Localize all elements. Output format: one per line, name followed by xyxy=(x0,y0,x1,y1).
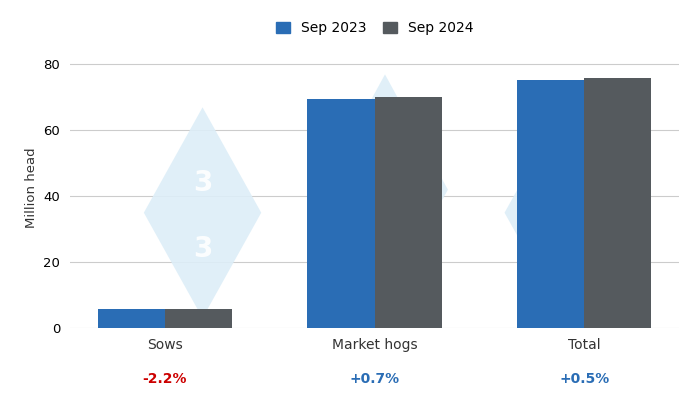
Bar xyxy=(98,309,164,328)
Bar xyxy=(164,309,232,328)
Text: -2.2%: -2.2% xyxy=(143,372,187,386)
Text: 3: 3 xyxy=(193,235,212,263)
Bar xyxy=(307,99,374,328)
Legend: Sep 2023, Sep 2024: Sep 2023, Sep 2024 xyxy=(270,16,479,41)
Bar xyxy=(584,78,651,328)
Text: 3: 3 xyxy=(374,215,395,244)
Text: +0.5%: +0.5% xyxy=(559,372,609,386)
Text: 3: 3 xyxy=(554,235,573,263)
Text: 3: 3 xyxy=(193,169,212,197)
Polygon shape xyxy=(144,107,261,318)
Text: +0.7%: +0.7% xyxy=(349,372,400,386)
Bar xyxy=(517,80,584,328)
Bar xyxy=(374,98,442,328)
Text: 3: 3 xyxy=(374,139,395,168)
Polygon shape xyxy=(322,74,448,305)
Text: 3: 3 xyxy=(554,169,573,197)
Y-axis label: Million head: Million head xyxy=(25,148,38,228)
Polygon shape xyxy=(505,107,622,318)
